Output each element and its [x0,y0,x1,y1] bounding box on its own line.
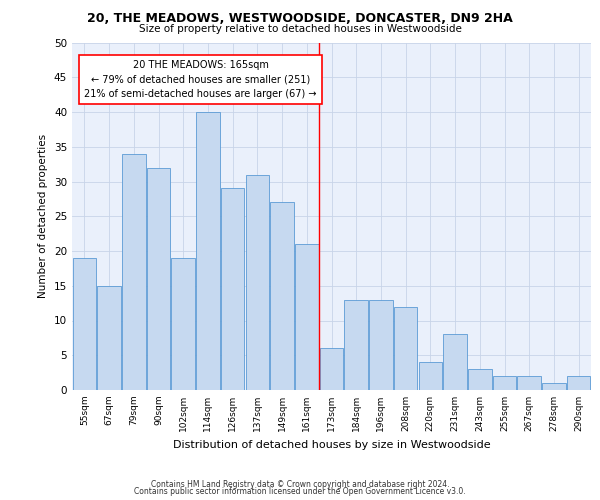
Bar [542,383,566,390]
Text: Contains HM Land Registry data © Crown copyright and database right 2024.: Contains HM Land Registry data © Crown c… [151,480,449,489]
Bar [97,286,121,390]
Text: 20 THE MEADOWS: 165sqm
← 79% of detached houses are smaller (251)
21% of semi-de: 20 THE MEADOWS: 165sqm ← 79% of detached… [84,60,317,100]
Bar [468,369,491,390]
Bar [517,376,541,390]
Bar [196,112,220,390]
Bar [271,202,294,390]
Bar [394,306,418,390]
Bar [369,300,392,390]
Text: Size of property relative to detached houses in Westwoodside: Size of property relative to detached ho… [139,24,461,34]
Bar [419,362,442,390]
Bar [567,376,590,390]
Text: Contains public sector information licensed under the Open Government Licence v3: Contains public sector information licen… [134,487,466,496]
Bar [172,258,195,390]
Text: 20, THE MEADOWS, WESTWOODSIDE, DONCASTER, DN9 2HA: 20, THE MEADOWS, WESTWOODSIDE, DONCASTER… [87,12,513,26]
Y-axis label: Number of detached properties: Number of detached properties [38,134,49,298]
Bar [245,174,269,390]
Bar [221,188,244,390]
Bar [295,244,319,390]
Bar [122,154,146,390]
Bar [344,300,368,390]
Bar [73,258,96,390]
Bar [320,348,343,390]
X-axis label: Distribution of detached houses by size in Westwoodside: Distribution of detached houses by size … [173,440,490,450]
Bar [443,334,467,390]
Bar [493,376,516,390]
Bar [147,168,170,390]
